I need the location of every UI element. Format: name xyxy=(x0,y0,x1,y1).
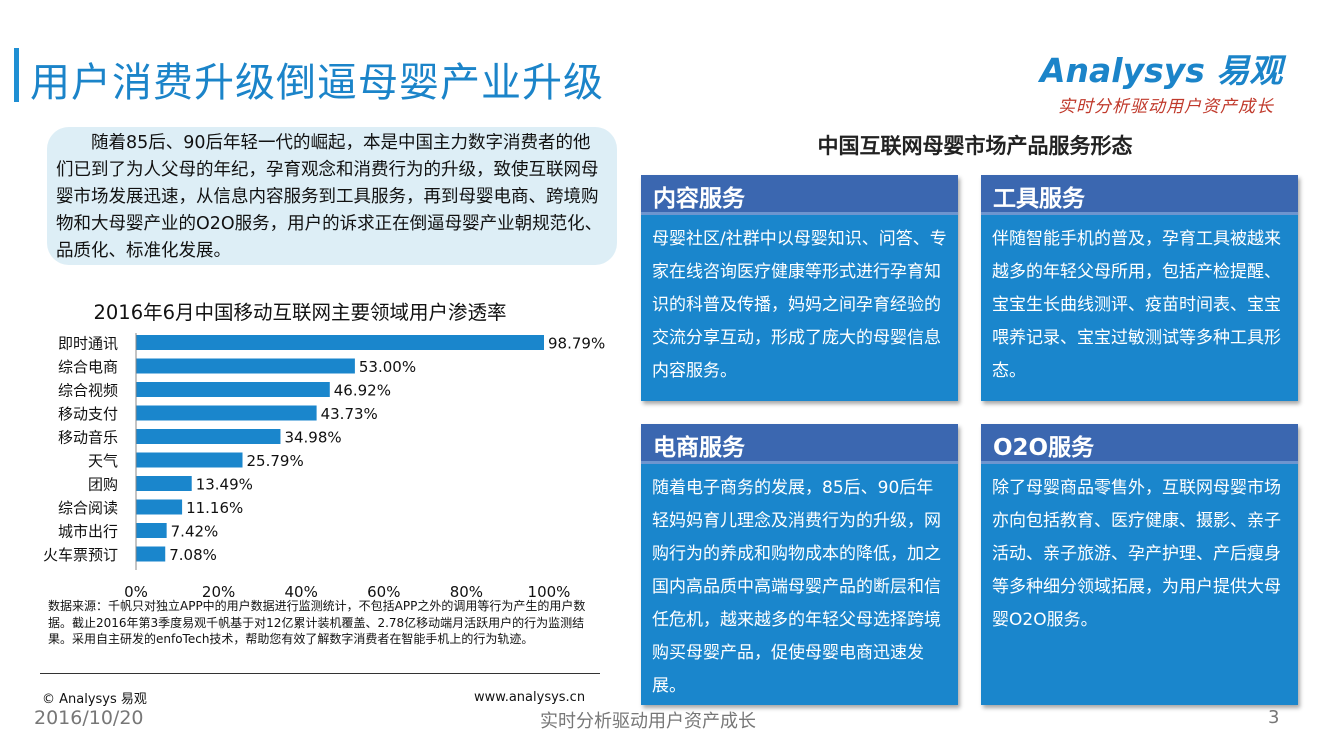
category-label: 综合视频 xyxy=(58,382,118,400)
category-label: 综合阅读 xyxy=(58,499,118,517)
card-title: 电商服务 xyxy=(653,435,745,461)
category-label: 天气 xyxy=(88,452,118,470)
bar xyxy=(136,452,243,468)
card-header: 内容服务 xyxy=(641,175,958,215)
card-header: 工具服务 xyxy=(981,175,1298,215)
value-label: 43.73% xyxy=(321,405,378,423)
intro-box xyxy=(47,127,617,265)
x-tick-label: 60% xyxy=(367,583,400,597)
card-body: 伴随智能手机的普及，孕育工具被越来越多的年轻父母所用，包括产检提醒、宝宝生长曲线… xyxy=(992,229,1281,381)
penetration-bar-chart: 即时通讯 98.79% 综合电商 53.00% 综合视频 46.92% 移动支付 43.73%… xyxy=(43,333,605,597)
bar xyxy=(136,335,545,350)
page-number: 3 xyxy=(1268,707,1280,728)
copyright: © Analysys 易观 xyxy=(42,692,147,707)
category-label: 即时通讯 xyxy=(58,335,118,353)
value-label: 34.98% xyxy=(284,429,341,447)
value-label: 11.16% xyxy=(186,499,243,517)
x-tick-label: 40% xyxy=(285,583,318,597)
value-label: 13.49% xyxy=(196,476,253,494)
card-ecommerce-service: 电商服务 随着电子商务的发展，85后、90后年轻妈妈育儿理念及消费行为的升级，网… xyxy=(641,424,958,705)
footer-date: 2016/10/20 xyxy=(34,707,144,729)
bar xyxy=(136,499,183,515)
footer-slogan: 实时分析驱动用户资产成长 xyxy=(540,711,756,732)
x-tick-label: 0% xyxy=(124,583,148,597)
card-header: O2O服务 xyxy=(981,424,1298,464)
bar xyxy=(136,429,281,444)
bar xyxy=(136,358,355,374)
x-tick-label: 100% xyxy=(528,583,571,597)
category-label: 综合电商 xyxy=(58,358,118,376)
category-label: 移动音乐 xyxy=(58,429,118,447)
market-section-title: 中国互联网母婴市场产品服务形态 xyxy=(817,134,1133,158)
card-o2o-service: O2O服务 除了母婴商品零售外，互联网母婴市场亦向包括教育、医疗健康、摄影、亲子… xyxy=(981,424,1298,705)
card-body: 母婴社区/社群中以母婴知识、问答、专家在线咨询医疗健康等形式进行孕育知识的科普及… xyxy=(652,229,947,381)
intro-text: 随着85后、90后年轻一代的崛起，本是中国主力数字消费者的他们已到了为人父母的年… xyxy=(56,133,603,261)
value-label: 7.42% xyxy=(171,523,219,541)
category-label: 团购 xyxy=(88,476,118,494)
x-tick-label: 20% xyxy=(202,583,235,597)
bar xyxy=(136,546,166,562)
card-title: 内容服务 xyxy=(653,186,745,212)
card-header: 电商服务 xyxy=(641,424,958,464)
category-label: 火车票预订 xyxy=(43,546,118,564)
page-title: 用户消费升级倒逼母婴产业升级 xyxy=(30,60,604,106)
chart-title: 2016年6月中国移动互联网主要领域用户渗透率 xyxy=(93,301,507,324)
bar xyxy=(136,523,167,538)
analysys-logo: Analysys 易观 xyxy=(1040,51,1283,90)
x-tick-label: 80% xyxy=(450,583,483,597)
value-label: 46.92% xyxy=(334,382,391,400)
card-tool-service: 工具服务 伴随智能手机的普及，孕育工具被越来越多的年轻父母所用，包括产检提醒、宝… xyxy=(981,175,1298,401)
bar xyxy=(136,382,330,397)
category-label: 移动支付 xyxy=(58,405,118,423)
card-body: 除了母婴商品零售外，互联网母婴市场亦向包括教育、医疗健康、摄影、亲子活动、亲子旅… xyxy=(992,478,1281,630)
value-label: 53.00% xyxy=(359,358,416,376)
bar xyxy=(136,476,192,491)
value-label: 7.08% xyxy=(169,546,217,564)
card-content-service: 内容服务 母婴社区/社群中以母婴知识、问答、专家在线咨询医疗健康等形式进行孕育知… xyxy=(641,175,958,401)
title-accent-bar xyxy=(14,48,19,102)
card-body: 随着电子商务的发展，85后、90后年轻妈妈育儿理念及消费行为的升级，网购行为的养… xyxy=(652,478,941,696)
divider xyxy=(40,673,600,674)
data-source-note: 数据来源：千帆只对独立APP中的用户数据进行监测统计，不包括APP之外的调用等行… xyxy=(48,599,586,646)
value-label: 25.79% xyxy=(247,452,304,470)
bar xyxy=(136,405,317,421)
value-label: 98.79% xyxy=(548,335,605,353)
card-title: O2O服务 xyxy=(993,435,1095,461)
logo-slogan: 实时分析驱动用户资产成长 xyxy=(1058,97,1274,117)
card-title: 工具服务 xyxy=(993,186,1085,212)
category-label: 城市出行 xyxy=(58,523,118,541)
website-link[interactable]: www.analysys.cn xyxy=(474,690,586,705)
